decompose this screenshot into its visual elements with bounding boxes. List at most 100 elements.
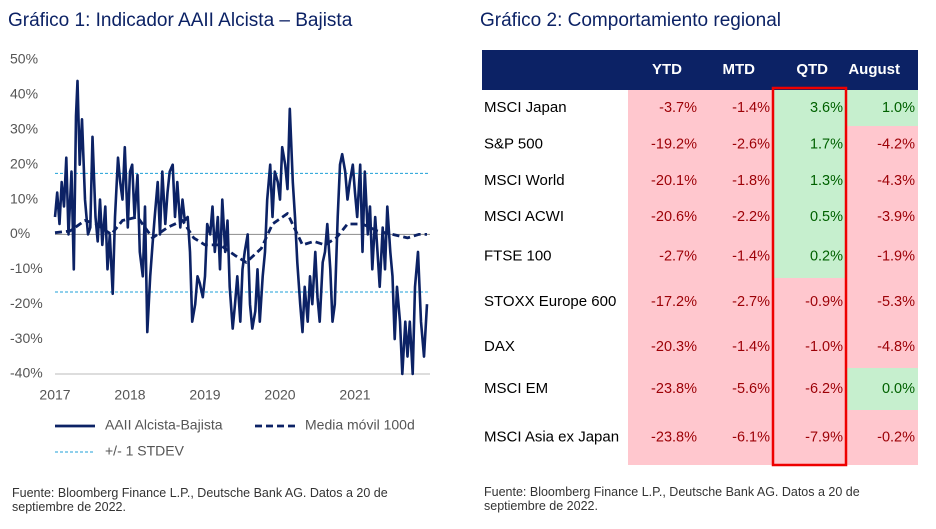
cell-bg: [773, 199, 846, 235]
x-tick-label: 2018: [114, 387, 145, 403]
y-tick-label: 0%: [10, 225, 30, 241]
y-tick-label: -20%: [10, 295, 43, 311]
y-tick-label: 30%: [10, 120, 38, 136]
cell-value: -6.2%: [805, 381, 843, 397]
cell-value: -3.7%: [659, 100, 697, 116]
x-tick-label: 2020: [264, 387, 295, 403]
cell-value: -1.9%: [877, 248, 915, 264]
cell-bg: [846, 278, 918, 326]
cell-value: -17.2%: [651, 294, 697, 310]
cell-bg: [773, 278, 846, 326]
cell-value: -2.6%: [732, 136, 770, 152]
cell-bg: [846, 199, 918, 235]
cell-value: -4.3%: [877, 173, 915, 189]
table-header: [482, 50, 918, 90]
cell-value: 1.3%: [810, 173, 843, 189]
cell-value: -2.7%: [659, 248, 697, 264]
cell-bg: [773, 368, 846, 410]
cell-bg: [773, 326, 846, 368]
legend-label: AAII Alcista-Bajista: [105, 417, 223, 433]
cell-value: -1.0%: [805, 339, 843, 355]
cell-value: 0.0%: [882, 381, 915, 397]
x-tick-label: 2019: [189, 387, 220, 403]
legend-label: +/- 1 STDEV: [105, 443, 185, 459]
cell-bg: [846, 368, 918, 410]
cell-bg: [846, 163, 918, 199]
cell-bg: [773, 126, 846, 163]
cell-value: -23.8%: [651, 381, 697, 397]
cell-bg: [846, 126, 918, 163]
cell-bg: [628, 368, 700, 410]
cell-bg: [628, 278, 700, 326]
row-label: STOXX Europe 600: [484, 293, 616, 310]
cell-bg: [846, 410, 918, 465]
column-header: QTD: [796, 61, 828, 78]
row-label: FTSE 100: [484, 247, 552, 264]
cell-bg: [773, 235, 846, 278]
y-tick-label: -40%: [10, 365, 43, 381]
cell-value: 1.7%: [810, 136, 843, 152]
cell-value: -20.1%: [651, 173, 697, 189]
cell-value: -2.7%: [732, 294, 770, 310]
cell-value: -0.2%: [877, 429, 915, 445]
source-note: Fuente: Bloomberg Finance L.P., Deutsche…: [484, 485, 860, 513]
cell-value: 0.2%: [810, 248, 843, 264]
row-label: MSCI World: [484, 172, 565, 189]
series-line: [54, 212, 427, 264]
row-label: DAX: [484, 338, 515, 355]
source-note: Fuente: Bloomberg Finance L.P., Deutsche…: [12, 486, 388, 514]
row-label: MSCI ACWI: [484, 208, 564, 225]
cell-value: -1.4%: [732, 248, 770, 264]
cell-value: 0.5%: [810, 209, 843, 225]
column-header: YTD: [652, 61, 682, 78]
cell-bg: [700, 368, 773, 410]
cell-value: -2.2%: [732, 209, 770, 225]
cell-bg: [628, 235, 700, 278]
cell-value: -7.9%: [805, 429, 843, 445]
column-header: August: [848, 61, 900, 78]
cell-value: -23.8%: [651, 429, 697, 445]
cell-bg: [628, 163, 700, 199]
cell-bg: [700, 235, 773, 278]
cell-bg: [773, 410, 846, 465]
y-tick-label: 40%: [10, 86, 38, 102]
cell-value: 3.6%: [810, 100, 843, 116]
cell-bg: [700, 199, 773, 235]
chart-title: Gráfico 1: Indicador AAII Alcista – Baji…: [8, 10, 353, 31]
cell-bg: [773, 163, 846, 199]
x-tick-label: 2021: [339, 387, 370, 403]
series-line: [53, 79, 429, 376]
row-label: MSCI Japan: [484, 99, 567, 116]
cell-bg: [700, 278, 773, 326]
cell-bg: [628, 126, 700, 163]
cell-bg: [628, 199, 700, 235]
cell-value: -19.2%: [651, 136, 697, 152]
y-tick-label: 20%: [10, 155, 38, 171]
cell-value: -3.9%: [877, 209, 915, 225]
cell-bg: [700, 90, 773, 126]
cell-bg: [700, 326, 773, 368]
cell-bg: [700, 410, 773, 465]
cell-value: -4.8%: [877, 339, 915, 355]
cell-bg: [846, 90, 918, 126]
legend-label: Media móvil 100d: [305, 417, 415, 433]
cell-bg: [628, 90, 700, 126]
column-header: MTD: [723, 61, 756, 78]
table-title: Gráfico 2: Comportamiento regional: [480, 10, 781, 31]
cell-value: -1.4%: [732, 339, 770, 355]
cell-bg: [628, 410, 700, 465]
cell-bg: [628, 326, 700, 368]
cell-value: -0.9%: [805, 294, 843, 310]
cell-bg: [846, 235, 918, 278]
cell-bg: [846, 326, 918, 368]
y-tick-label: -30%: [10, 330, 43, 346]
row-label: S&P 500: [484, 135, 543, 152]
cell-value: -5.6%: [732, 381, 770, 397]
cell-value: -6.1%: [732, 429, 770, 445]
cell-value: -4.2%: [877, 136, 915, 152]
cell-value: -5.3%: [877, 294, 915, 310]
qtd-highlight: [771, 86, 848, 467]
cell-bg: [773, 90, 846, 126]
y-tick-label: -10%: [10, 260, 43, 276]
